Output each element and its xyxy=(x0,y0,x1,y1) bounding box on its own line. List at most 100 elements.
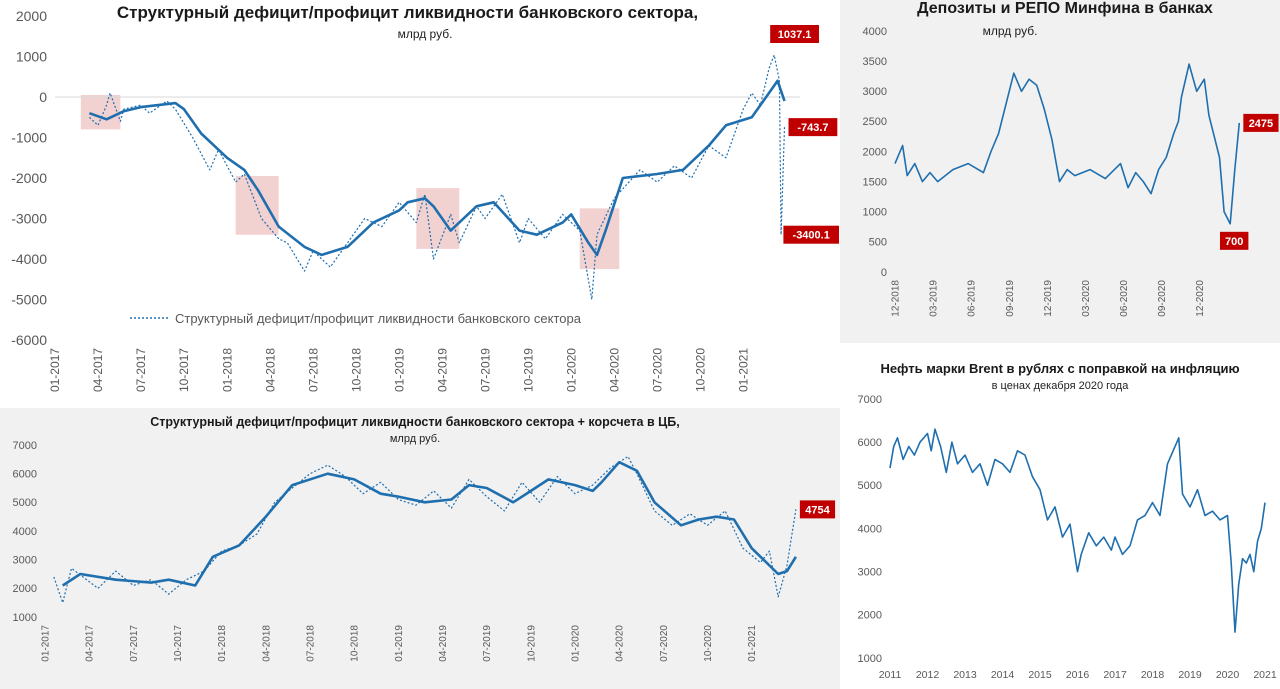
x-tick-label: 04-2018 xyxy=(263,348,277,392)
y-tick-label: 3000 xyxy=(863,86,887,98)
value-badge xyxy=(770,24,819,43)
y-tick-label: 1000 xyxy=(13,612,37,624)
x-tick-label: 06-2020 xyxy=(1119,280,1130,317)
chart-subtitle: млрд руб. xyxy=(982,24,1038,38)
value-badge xyxy=(1219,231,1249,250)
y-tick-label: 4000 xyxy=(858,523,882,535)
y-tick-label: -1000 xyxy=(11,129,47,145)
x-tick-label: 01-2020 xyxy=(564,348,578,392)
y-tick-label: 3000 xyxy=(13,555,37,567)
x-tick-label: 07-2017 xyxy=(129,625,140,662)
liquidity-deficit-chart-panel: 2000 1000 0 -1000 -2000 -3000 -4000 -5000 -6000 0… xyxy=(0,0,840,408)
series-line-dotted xyxy=(53,455,797,604)
y-tick-label: 0 xyxy=(39,89,47,105)
x-tick-label: 2011 xyxy=(879,669,902,681)
x-tick-label: 01-2018 xyxy=(217,625,228,662)
x-tick-label: 2018 xyxy=(1141,669,1165,681)
x-tick-label: 01-2017 xyxy=(48,348,62,392)
y-tick-label: -2000 xyxy=(11,170,47,186)
series-line xyxy=(61,460,798,587)
x-tick-label: 01-2020 xyxy=(571,625,582,662)
x-tick-label: 01-2019 xyxy=(392,348,406,392)
y-tick-label: 1500 xyxy=(863,176,887,188)
x-tick-label: 07-2019 xyxy=(478,348,492,392)
y-tick-label: 1000 xyxy=(858,653,882,665)
y-tick-label: 2000 xyxy=(863,146,887,158)
y-tick-label: 2000 xyxy=(13,583,37,595)
y-tick-label: -6000 xyxy=(11,332,47,348)
x-tick-label: 09-2019 xyxy=(1005,280,1016,317)
chart-subtitle: в ценах декабря 2020 года xyxy=(991,380,1129,392)
minfin-deposits-chart: 4000 3500 3000 2500 2000 1500 1000 500 0 12-2018 0… xyxy=(863,26,1279,317)
value-badge-label: -743.7 xyxy=(797,122,828,134)
chart-subtitle: млрд руб. xyxy=(397,27,453,41)
x-tick-label: 04-2020 xyxy=(615,625,626,662)
series-line-dotted xyxy=(88,54,786,301)
value-badge xyxy=(788,118,838,137)
y-tick-label: 5000 xyxy=(858,480,882,492)
x-tick-label: 01-2021 xyxy=(747,625,758,662)
y-tick-label: 3000 xyxy=(858,567,882,579)
brent-rub-chart: 7000 6000 5000 4000 3000 2000 1000 2011 2012 2013… xyxy=(858,394,1277,681)
y-tick-label: 3500 xyxy=(863,56,887,68)
y-tick-label: 4000 xyxy=(13,526,37,538)
value-badge-label: 2475 xyxy=(1249,118,1273,130)
x-tick-label: 03-2020 xyxy=(1081,280,1092,317)
x-tick-label: 04-2017 xyxy=(91,348,105,392)
y-tick-label: 500 xyxy=(869,237,887,249)
x-tick-label: 06-2019 xyxy=(967,280,978,317)
y-tick-label: 6000 xyxy=(858,437,882,449)
value-badge-label: 700 xyxy=(1225,236,1243,248)
x-tick-label: 2014 xyxy=(991,669,1015,681)
y-tick-label: -4000 xyxy=(11,251,47,267)
x-tick-label: 07-2018 xyxy=(306,625,317,662)
y-tick-label: 0 xyxy=(881,267,887,279)
x-tick-label: 2013 xyxy=(953,669,977,681)
value-badge xyxy=(1243,113,1279,132)
liquidity-plus-corr-accounts-chart-panel: 7000 6000 5000 4000 3000 2000 1000 01-2017 04-20… xyxy=(0,408,840,689)
x-tick-label: 07-2019 xyxy=(482,625,493,662)
x-tick-label: 07-2020 xyxy=(659,625,670,662)
y-tick-label: 2000 xyxy=(16,8,47,24)
x-tick-label: 10-2018 xyxy=(349,348,363,392)
chart-title: Структурный дефицит/профицит ликвидности… xyxy=(150,415,680,429)
x-tick-label: 2021 xyxy=(1253,669,1277,681)
x-tick-label: 01-2018 xyxy=(220,348,234,392)
legend-label: Структурный дефицит/профицит ликвидности… xyxy=(175,311,582,326)
x-tick-label: 10-2017 xyxy=(173,625,184,662)
y-tick-label: 7000 xyxy=(13,440,37,452)
x-tick-label: 10-2019 xyxy=(521,348,535,392)
x-tick-label: 2016 xyxy=(1066,669,1090,681)
value-badge-label: 4754 xyxy=(805,504,830,516)
y-tick-label: 2500 xyxy=(863,116,887,128)
x-tick-label: 07-2020 xyxy=(650,348,664,392)
x-tick-label: 07-2017 xyxy=(134,348,148,392)
series-line xyxy=(894,63,1241,225)
y-tick-label: -3000 xyxy=(11,210,47,226)
x-tick-label: 01-2017 xyxy=(41,625,52,662)
y-tick-label: -5000 xyxy=(11,291,47,307)
x-tick-label: 2012 xyxy=(916,669,940,681)
value-badge xyxy=(799,500,836,519)
series-line xyxy=(889,428,1266,633)
y-tick-label: 4000 xyxy=(863,26,887,38)
y-tick-label: 1000 xyxy=(16,48,47,64)
x-tick-label: 2019 xyxy=(1178,669,1202,681)
x-tick-label: 04-2019 xyxy=(435,348,449,392)
x-tick-label: 2017 xyxy=(1103,669,1127,681)
highlight-band xyxy=(416,188,460,249)
x-tick-label: 12-2019 xyxy=(1043,280,1054,317)
x-tick-label: 01-2019 xyxy=(394,625,405,662)
x-tick-label: 04-2018 xyxy=(261,625,272,662)
x-tick-label: 07-2018 xyxy=(306,348,320,392)
chart-title: Нефть марки Brent в рублях с поправкой н… xyxy=(880,361,1240,376)
value-badge-label: 1037.1 xyxy=(778,29,812,41)
highlight-band xyxy=(80,94,121,130)
value-badge-label: -3400.1 xyxy=(793,230,830,242)
x-tick-label: 03-2019 xyxy=(929,280,940,317)
highlight-band xyxy=(235,175,279,235)
y-tick-label: 2000 xyxy=(858,610,882,622)
x-tick-label: 12-2018 xyxy=(891,280,902,317)
x-tick-label: 2020 xyxy=(1216,669,1240,681)
y-tick-label: 1000 xyxy=(863,207,887,219)
